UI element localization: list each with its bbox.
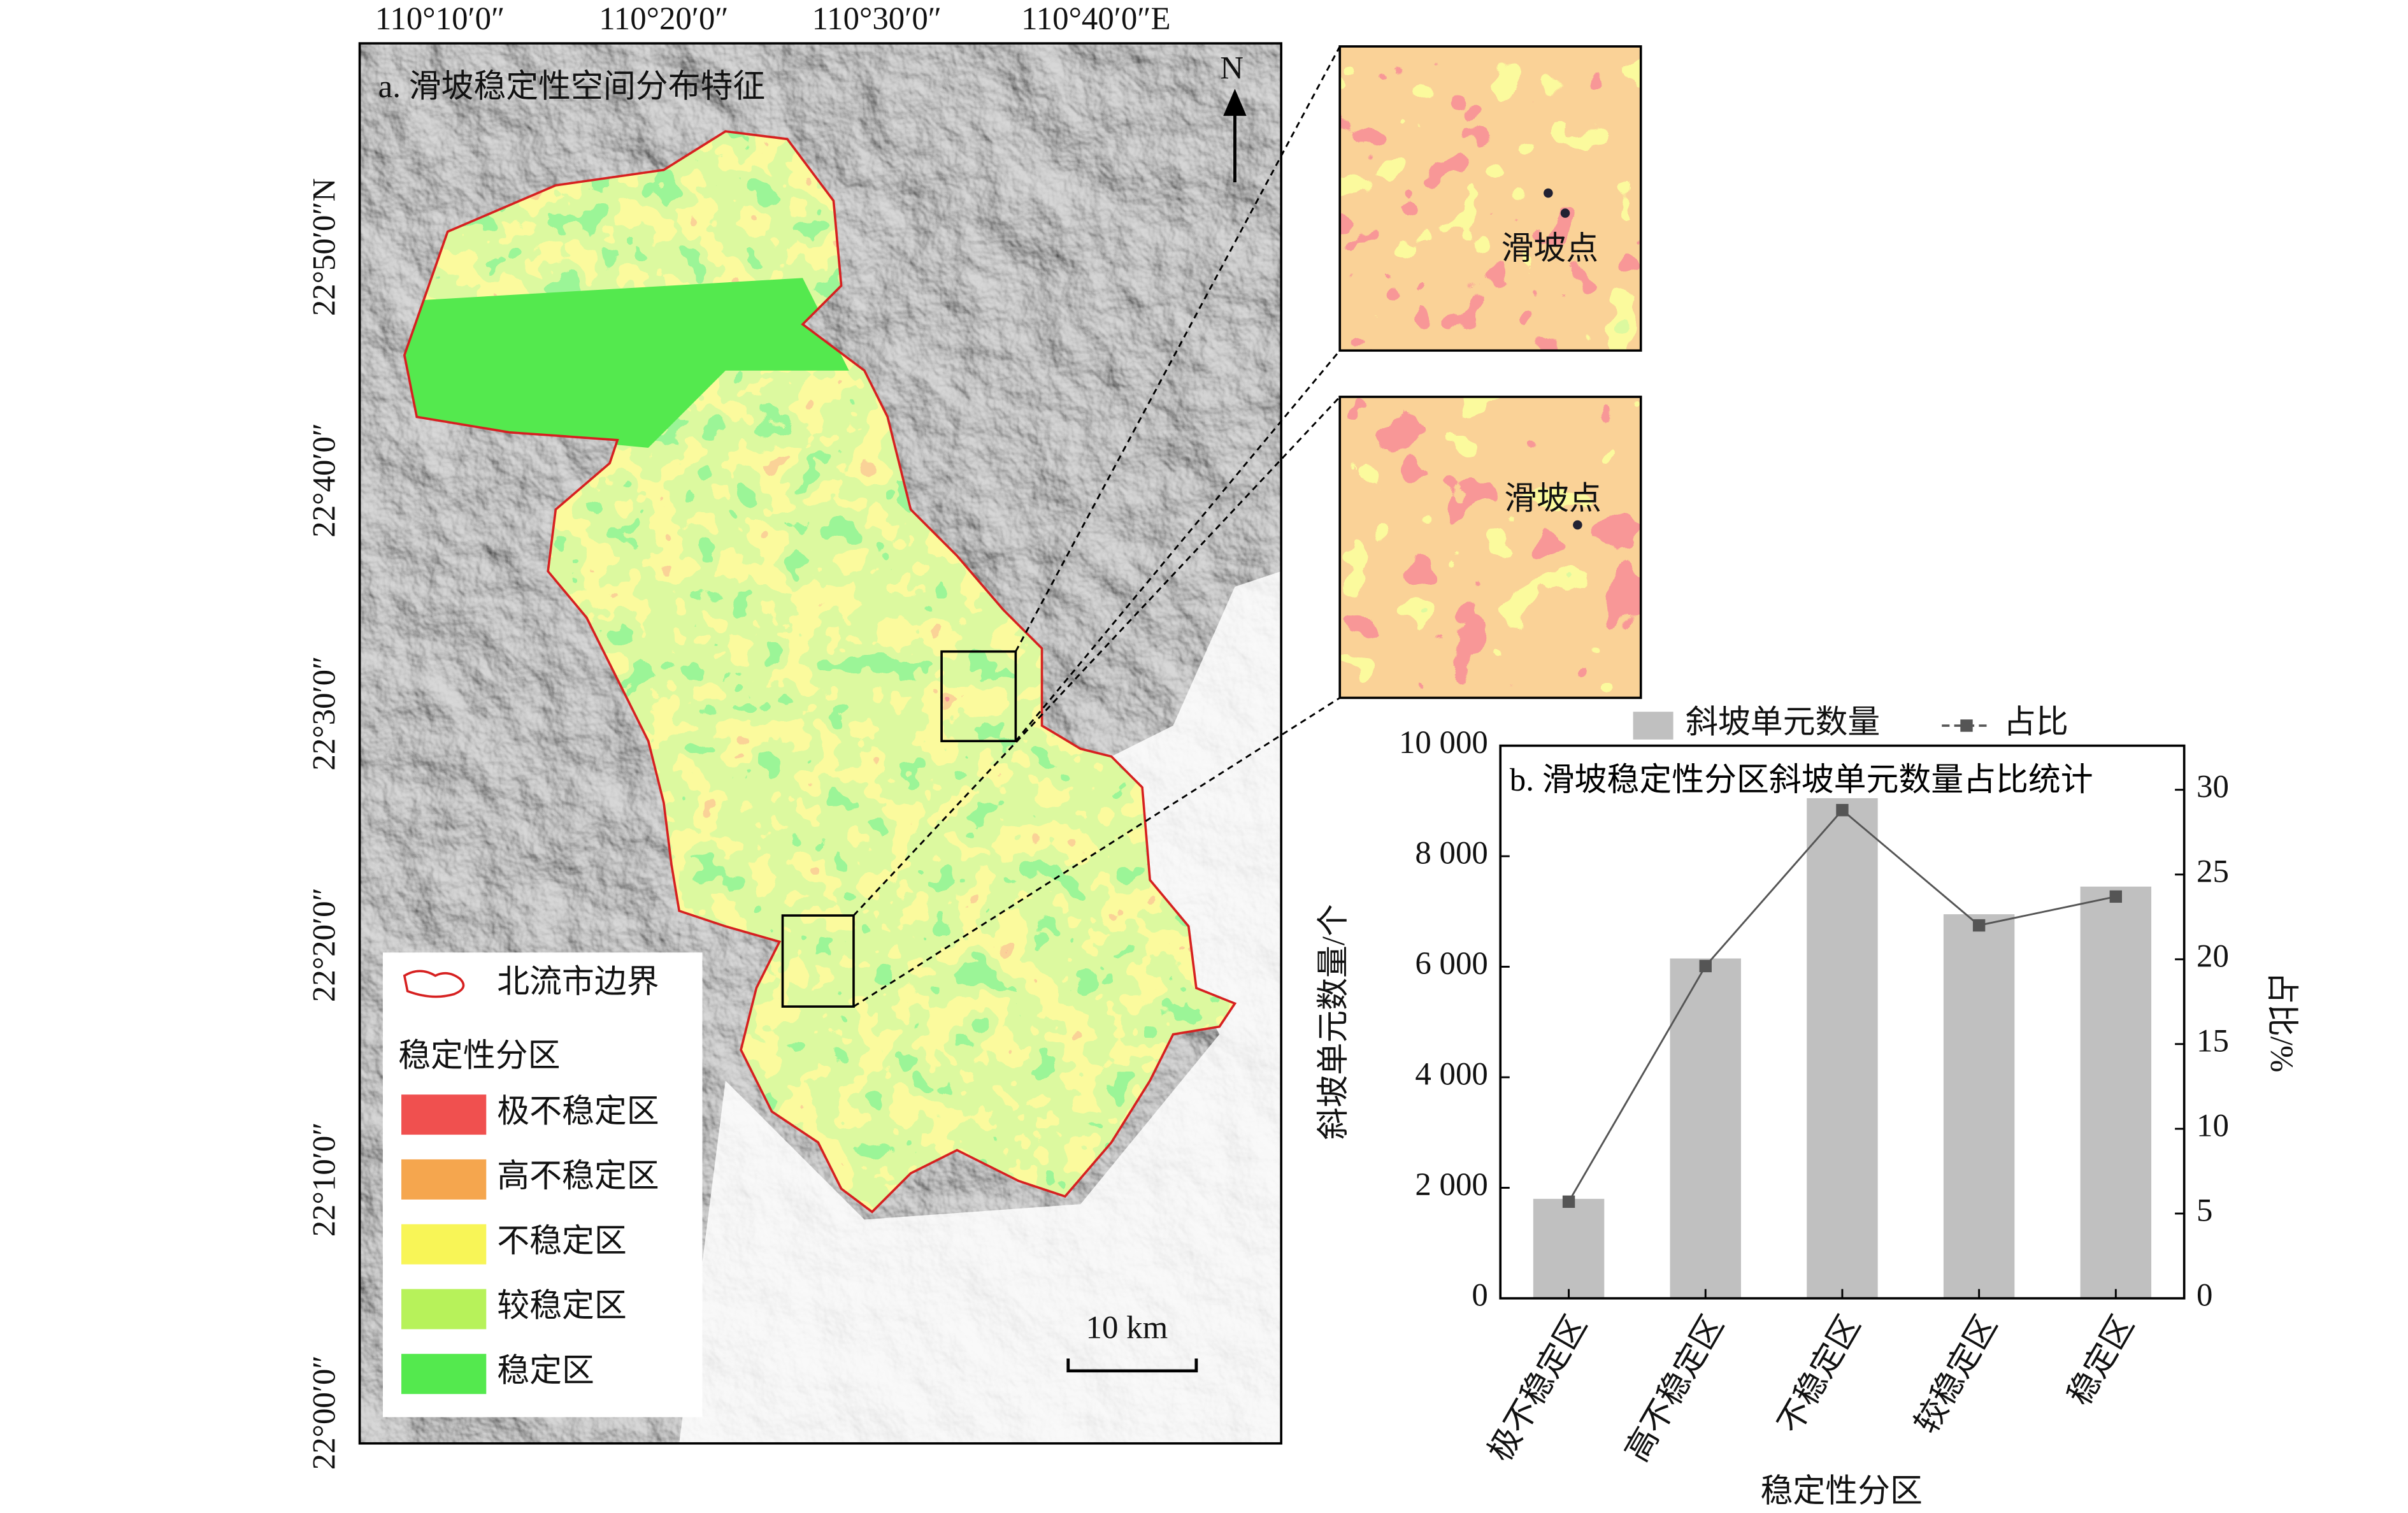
y-tick-label: 10 000	[1399, 725, 1488, 761]
bar	[1670, 958, 1741, 1298]
y2-tick-label: 20	[2197, 938, 2229, 974]
legend-label: 占比	[2003, 705, 2068, 741]
legend-swatch	[401, 1224, 487, 1265]
legend-label: 稳定区	[497, 1353, 594, 1389]
longitude-label: 110°10′0″	[375, 1, 505, 37]
legend-label: 高不稳定区	[497, 1159, 659, 1194]
y-axis-label: 斜坡单元数量/个	[1316, 904, 1352, 1140]
latitude-label: 22°20′0″	[306, 887, 342, 1002]
inset: 滑坡点	[1338, 396, 1642, 699]
landslide-point	[1573, 520, 1582, 530]
y2-tick-label: 30	[2197, 769, 2229, 805]
x-tick-label: 较稳定区	[1909, 1310, 2004, 1440]
y2-tick-label: 5	[2197, 1193, 2212, 1229]
zoom-lines	[852, 46, 1341, 1008]
x-tick-label: 高不稳定区	[1619, 1310, 1731, 1468]
latitude-label: 22°40′0″	[306, 423, 342, 538]
y2-tick-label: 0	[2197, 1278, 2212, 1314]
legend-label: 极不稳定区	[497, 1094, 659, 1129]
latitude-label: 22°00′0″	[306, 1355, 342, 1470]
longitude-label: 110°20′0″	[599, 1, 728, 37]
legend-title: 稳定性分区	[398, 1038, 560, 1074]
chart: b. 滑坡稳定性分区斜坡单元数量占比统计 稳定性分区 斜坡单元数量/个 占比/%…	[1316, 705, 2299, 1510]
inset-label: 滑坡点	[1504, 481, 1602, 517]
y2-tick-label: 15	[2197, 1024, 2229, 1059]
chart-title-box: b. 滑坡稳定性分区斜坡单元数量占比统计	[1509, 761, 2093, 798]
legend-label: 不稳定区	[497, 1224, 627, 1259]
x-tick-label: 稳定区	[2061, 1310, 2141, 1412]
legend-swatch	[401, 1354, 487, 1395]
inset-raster	[1340, 46, 1641, 351]
bar	[1943, 914, 2015, 1298]
legend-boundary-label: 北流市边界	[497, 964, 659, 1000]
line-marker	[1836, 803, 1849, 817]
legend-swatch	[1960, 719, 1973, 732]
longitude-label: 110°40′0″E	[1021, 1, 1170, 37]
y-tick-label: 4 000	[1415, 1057, 1487, 1093]
legend-label: 较稳定区	[497, 1289, 627, 1324]
inset: 滑坡点	[1338, 45, 1642, 352]
y-tick-label: 2 000	[1415, 1167, 1487, 1203]
y-tick-label: 6 000	[1415, 946, 1487, 982]
latitude-label: 22°10′0″	[306, 1122, 342, 1237]
y-tick-label: 0	[1472, 1278, 1487, 1314]
line-marker	[1562, 1195, 1575, 1208]
inset-frame	[1338, 396, 1642, 699]
inset-label: 滑坡点	[1501, 231, 1598, 267]
zone-plain	[404, 278, 849, 448]
y2-axis-label: 占比/%	[2263, 972, 2299, 1072]
legend-label: 斜坡单元数量	[1686, 705, 1880, 741]
zoom-box	[940, 650, 1017, 743]
y2-tick-label: 25	[2197, 854, 2229, 889]
y-tick-label: 8 000	[1415, 836, 1487, 871]
legend-swatch	[401, 1159, 487, 1200]
legend-swatch	[401, 1094, 487, 1135]
scale-label: 10 km	[1086, 1310, 1168, 1346]
legend-boundary-symbol	[403, 970, 465, 998]
line-marker	[1972, 919, 1986, 932]
map: a. 滑坡稳定性空间分布特征 N 10 km 110°10′0″ 110°20′0…	[306, 1, 1341, 1470]
plot-frame	[1499, 744, 2186, 1300]
latitude-label: 22°50′0″N	[306, 178, 342, 317]
latitude-labels: 22°50′0″N 22°40′0″ 22°30′0″ 22°20′0″ 22°10′0…	[306, 178, 342, 1470]
longitude-labels: 110°10′0″ 110°20′0″ 110°30′0″ 110°40′0″E	[375, 1, 1171, 37]
legend-swatch	[1633, 712, 1673, 740]
line-marker	[2109, 890, 2123, 903]
x-axis-label: 稳定性分区	[1761, 1474, 1923, 1509]
north-label: N	[1220, 50, 1243, 86]
bar	[2080, 886, 2152, 1298]
scale-bar	[1066, 1358, 1198, 1373]
x-tick-label: 极不稳定区	[1482, 1310, 1595, 1468]
landslide-point	[1560, 208, 1570, 218]
landslide-point	[1544, 188, 1553, 198]
zoom-box	[781, 914, 855, 1008]
inset-frame	[1338, 45, 1642, 352]
x-tick-label: 不稳定区	[1772, 1310, 1868, 1440]
bar	[1533, 1198, 1605, 1298]
map-title: a. 滑坡稳定性空间分布特征	[378, 69, 766, 104]
inset-raster	[1340, 396, 1641, 698]
north-arrow	[1223, 89, 1247, 183]
longitude-label: 110°30′0″	[812, 1, 942, 37]
y2-tick-label: 10	[2197, 1108, 2229, 1144]
line-marker	[1699, 959, 1712, 973]
latitude-label: 22°30′0″	[306, 656, 342, 771]
legend-swatch	[401, 1289, 487, 1330]
map-frame	[358, 42, 1282, 1445]
chart-title: b. 滑坡稳定性分区斜坡单元数量占比统计	[1509, 761, 2093, 798]
bar	[1807, 798, 1878, 1298]
